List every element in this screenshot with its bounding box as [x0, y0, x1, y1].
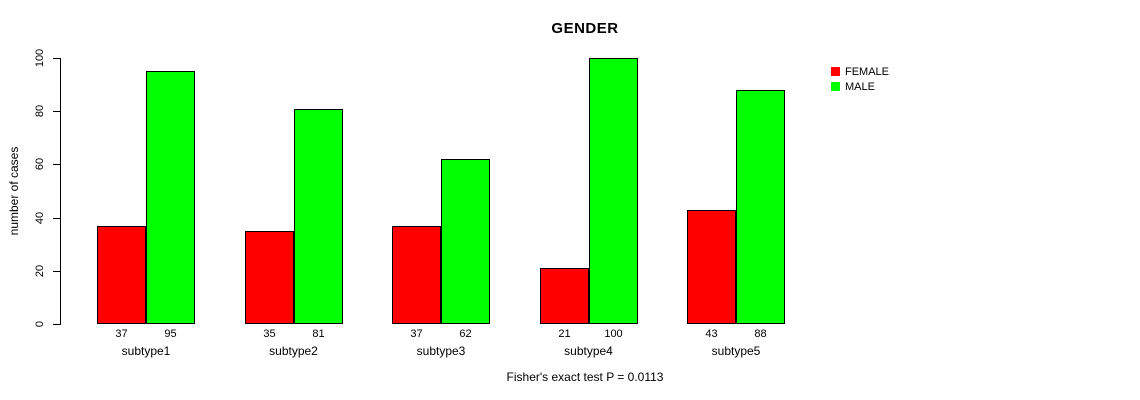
- male-color-swatch: [831, 82, 840, 91]
- bar-female-subtype1: [97, 226, 146, 324]
- y-tick-label: 0: [34, 320, 46, 328]
- chart-title: GENDER: [551, 20, 619, 37]
- bar-value-label: 88: [754, 328, 767, 340]
- y-axis-title-text: number of cases: [7, 146, 21, 236]
- bar-value-label: 43: [705, 328, 718, 340]
- bar-male-subtype3: [441, 159, 490, 324]
- bar-value-label: 21: [558, 328, 571, 340]
- fisher-test-annotation: Fisher's exact test P = 0.0113: [506, 370, 664, 384]
- y-tick-label: 40: [34, 211, 46, 225]
- bar-value-label: 95: [164, 328, 177, 340]
- bar-value-label: 35: [263, 328, 276, 340]
- legend: FEMALE MALE: [831, 64, 889, 94]
- plot-area: 37 95 subtype1 35 81 subtype2 37 62 subtype3 21 10…: [60, 58, 1110, 358]
- bar-male-subtype1: [146, 71, 195, 324]
- bar-male-subtype2: [294, 109, 343, 324]
- bar-value-label: 62: [459, 328, 472, 340]
- legend-item-male: MALE: [831, 79, 889, 94]
- bar-male-subtype5: [736, 90, 785, 324]
- bar-female-subtype2: [245, 231, 294, 324]
- bar-value-label: 100: [604, 328, 623, 340]
- legend-label-female: FEMALE: [845, 65, 890, 78]
- y-tick-mark: [53, 111, 60, 112]
- y-tick-mark: [53, 271, 60, 272]
- bar-female-subtype4: [540, 268, 589, 324]
- bar-value-label: 81: [312, 328, 325, 340]
- y-tick-label: 20: [34, 264, 46, 278]
- bar-value-label: 37: [115, 328, 128, 340]
- category-label-subtype1: subtype1: [121, 344, 171, 358]
- category-label-subtype3: subtype3: [416, 344, 466, 358]
- bar-female-subtype5: [687, 210, 736, 324]
- y-tick-mark: [53, 164, 60, 165]
- y-tick-label: 100: [34, 48, 46, 68]
- bar-female-subtype3: [392, 226, 441, 324]
- y-tick-mark: [53, 218, 60, 219]
- category-label-subtype2: subtype2: [269, 344, 318, 358]
- y-axis-line: [60, 58, 61, 325]
- category-label-subtype4: subtype4: [564, 344, 613, 358]
- y-tick-mark: [53, 58, 60, 59]
- y-tick-mark: [53, 324, 60, 325]
- y-tick-label: 80: [34, 104, 46, 118]
- legend-label-male: MALE: [845, 80, 875, 93]
- legend-item-female: FEMALE: [831, 64, 889, 79]
- bar-male-subtype4: [589, 58, 638, 324]
- female-color-swatch: [831, 67, 840, 76]
- y-tick-label: 60: [34, 157, 46, 171]
- category-label-subtype5: subtype5: [711, 344, 761, 358]
- bar-value-label: 37: [410, 328, 423, 340]
